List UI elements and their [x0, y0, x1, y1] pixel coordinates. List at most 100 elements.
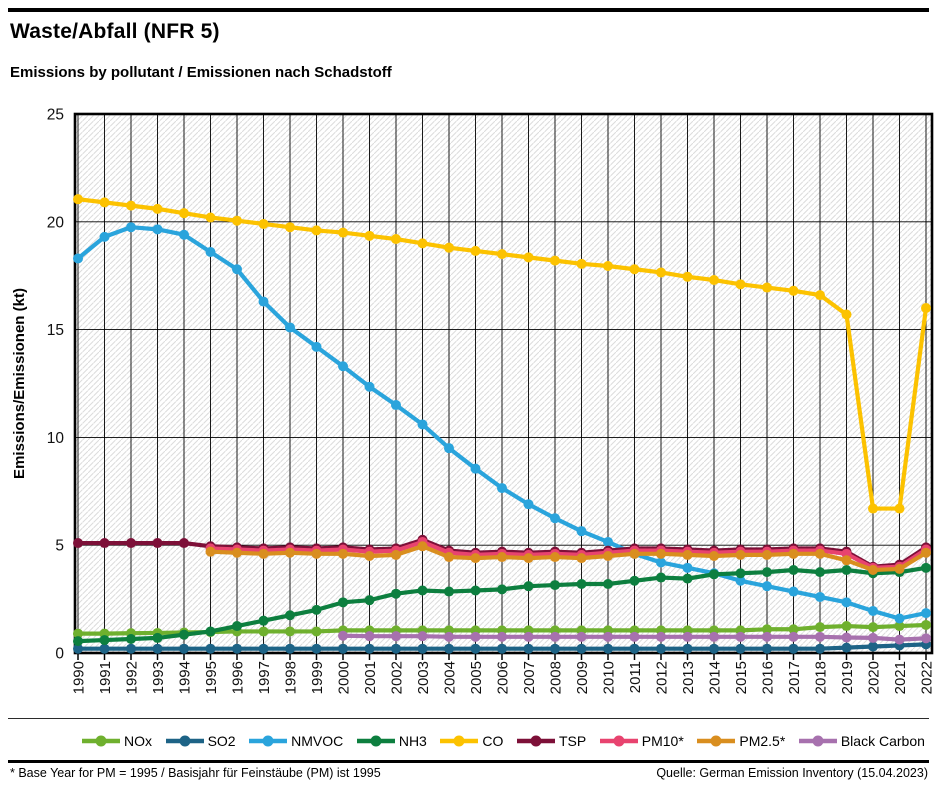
data-point-marker: [735, 575, 746, 586]
data-point-marker: [762, 549, 772, 560]
data-point-marker: [152, 538, 163, 549]
data-point-marker: [576, 258, 587, 269]
legend-marker-icon: [516, 735, 555, 747]
data-point-marker: [497, 552, 507, 563]
data-point-marker: [523, 252, 534, 263]
x-tick-label: 2014: [707, 661, 724, 694]
x-tick-label: 2003: [415, 661, 432, 694]
x-tick-label: 2020: [866, 661, 883, 694]
x-tick-label: 2018: [813, 661, 830, 694]
plot-area: [75, 114, 932, 653]
data-point-marker: [735, 549, 746, 560]
data-point-marker: [629, 643, 640, 654]
data-point-marker: [682, 643, 693, 654]
data-point-marker: [656, 557, 666, 568]
data-point-marker: [232, 621, 242, 632]
data-point-marker: [497, 643, 507, 654]
x-tick-label: 2010: [601, 661, 618, 694]
data-point-marker: [788, 586, 799, 597]
data-point-marker: [603, 579, 613, 590]
data-point-marker: [126, 633, 136, 644]
data-point-marker: [470, 553, 481, 564]
data-point-marker: [391, 643, 401, 654]
series-co: [73, 194, 931, 514]
data-point-marker: [285, 547, 295, 558]
data-point-marker: [258, 548, 269, 559]
data-point-marker: [205, 246, 216, 257]
data-point-marker: [815, 631, 825, 642]
data-point-marker: [762, 282, 772, 293]
x-tick-label: 2005: [468, 661, 485, 694]
data-point-marker: [126, 643, 136, 654]
data-point-marker: [205, 643, 216, 654]
y-tick-label: 25: [47, 107, 64, 124]
x-tick-label: 2012: [654, 661, 671, 694]
data-point-marker: [417, 541, 428, 552]
data-point-marker: [868, 503, 878, 514]
data-point-marker: [656, 643, 666, 654]
data-point-marker: [603, 643, 613, 654]
data-point-marker: [709, 631, 719, 642]
x-tick-label: 2000: [336, 661, 353, 694]
data-point-marker: [550, 552, 560, 563]
legend-item-black-carbon: Black Carbon: [797, 733, 925, 749]
data-point-marker: [444, 643, 454, 654]
data-point-marker: [629, 264, 640, 275]
x-tick-label: 2021: [892, 661, 909, 694]
legend-marker-icon: [356, 735, 395, 747]
data-point-marker: [762, 624, 772, 635]
legend-marker-icon: [440, 735, 479, 747]
data-point-marker: [99, 197, 110, 208]
x-tick-label: 2019: [839, 661, 856, 694]
data-point-marker: [656, 572, 666, 583]
legend-item-pm10-: PM10*: [598, 733, 684, 749]
data-point-marker: [868, 641, 878, 652]
data-point-marker: [311, 341, 322, 352]
data-point-marker: [99, 231, 110, 242]
data-point-marker: [258, 218, 269, 229]
legend-marker-icon: [798, 735, 837, 747]
legend-label: Black Carbon: [840, 733, 925, 749]
data-point-marker: [470, 585, 481, 596]
data-point-marker: [603, 260, 613, 271]
footer-divider: [8, 760, 929, 763]
data-point-marker: [126, 538, 136, 549]
data-point-marker: [735, 279, 746, 290]
data-point-marker: [285, 626, 295, 637]
data-point-marker: [311, 225, 322, 236]
data-point-marker: [417, 643, 428, 654]
data-point-marker: [788, 631, 799, 642]
top-divider: [8, 8, 929, 12]
data-point-marker: [391, 549, 401, 560]
series-line: [208, 544, 929, 573]
data-point-marker: [762, 567, 772, 578]
data-point-marker: [788, 624, 799, 635]
x-tick-label: 1998: [283, 661, 300, 694]
data-point-marker: [841, 621, 852, 632]
data-point-marker: [364, 230, 375, 241]
x-tick-label: 1992: [124, 661, 141, 694]
data-point-marker: [921, 608, 931, 619]
legend-label: NH3: [398, 733, 427, 749]
x-tick-label: 2008: [548, 661, 565, 694]
legend-top-divider: [8, 718, 929, 719]
footer: * Base Year for PM = 1995 / Basisjahr fü…: [10, 766, 928, 780]
data-point-marker: [550, 580, 560, 591]
data-point-marker: [894, 563, 905, 574]
data-point-marker: [126, 222, 136, 233]
data-point-marker: [73, 636, 83, 647]
data-point-marker: [311, 643, 322, 654]
data-point-marker: [258, 626, 269, 637]
data-point-marker: [338, 361, 348, 372]
data-point-marker: [868, 632, 878, 643]
x-tick-label: 1993: [150, 661, 167, 694]
data-point-marker: [364, 381, 375, 392]
data-point-marker: [311, 626, 322, 637]
page-title: Waste/Abfall (NFR 5): [10, 20, 220, 43]
legend-marker-icon: [249, 735, 288, 747]
data-point-marker: [179, 208, 189, 219]
data-point-marker: [921, 619, 931, 630]
data-point-marker: [391, 400, 401, 411]
data-point-marker: [285, 643, 295, 654]
